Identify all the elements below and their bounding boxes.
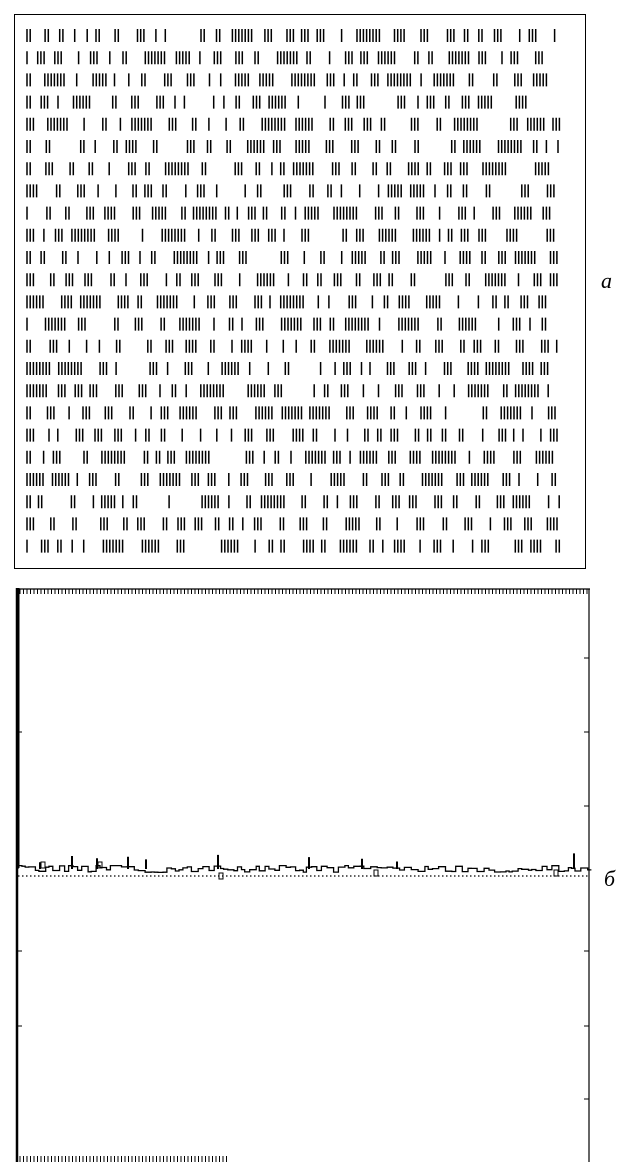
correlogram-peaks <box>39 853 575 869</box>
panel-a-label: a <box>601 268 612 293</box>
correlogram-bin-0 <box>40 861 46 869</box>
bottom-axis-ticks <box>19 1156 227 1162</box>
panel-b-label: б <box>604 866 616 891</box>
spike-ticks <box>26 29 561 553</box>
raster-spikes <box>26 29 561 553</box>
correlogram-bin-1 <box>97 861 103 869</box>
panel-a-spike-raster <box>14 14 586 569</box>
correlogram-bin-4 <box>553 869 559 877</box>
raster-plot <box>26 29 561 553</box>
panel-b-correlogram <box>14 586 592 1162</box>
correlogram-plot <box>15 588 592 1162</box>
top-axis-ticks <box>19 589 588 594</box>
right-axis-ticks <box>584 657 589 1100</box>
correlogram-bin-3 <box>373 869 379 877</box>
correlogram-baseline <box>17 864 592 874</box>
correlogram-bin-2 <box>218 872 224 880</box>
